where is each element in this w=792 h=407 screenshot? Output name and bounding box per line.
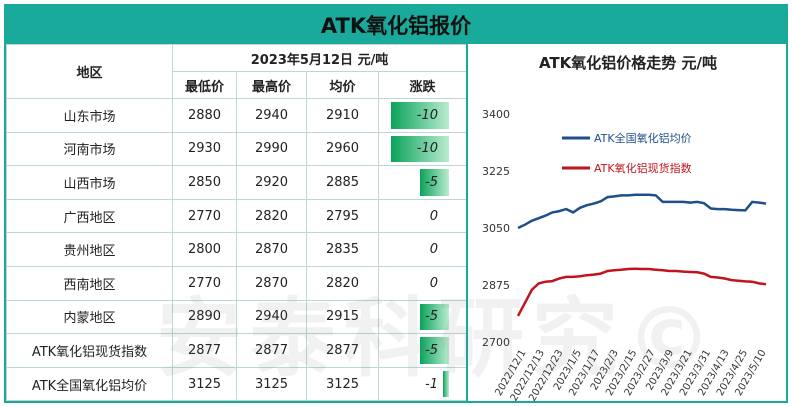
low-price-cell: 2880 xyxy=(172,98,237,133)
avg-price-cell: 2835 xyxy=(306,232,379,267)
avg-price-header: 均价 xyxy=(306,71,379,99)
price-trend-chart: 340032253050287527002022/12/12022/12/132… xyxy=(482,108,769,403)
region-cell: ATK全国氧化铝均价 xyxy=(6,366,173,402)
table-row: 西南地区 2770 2870 2820 0 xyxy=(6,265,468,301)
avg-price-cell: 2910 xyxy=(306,98,379,133)
price-table-body: 山东市场 2880 2940 2910 -10 河南市场 2930 2990 2960 -10 山西… xyxy=(6,98,468,402)
region-cell: 山东市场 xyxy=(6,98,173,133)
avg-price-cell: 2877 xyxy=(306,333,379,368)
change-cell: -10 xyxy=(377,98,468,133)
y-tick-label: 3050 xyxy=(482,222,510,235)
legend-label: ATK全国氧化铝均价 xyxy=(594,131,692,145)
series-line-avg xyxy=(517,193,767,230)
price-table: 地区 2023年5月12日 元/吨 最低价 最高价 均价 涨跌 山东市场 2880… xyxy=(6,44,468,402)
avg-price-cell: 2820 xyxy=(306,265,379,301)
change-cell: -1 xyxy=(377,366,468,402)
high-price-cell: 3125 xyxy=(236,366,307,402)
region-cell: 贵州地区 xyxy=(6,232,173,267)
high-price-cell: 2920 xyxy=(236,165,307,200)
high-price-header: 最高价 xyxy=(236,71,307,99)
legend-label: ATK氧化铝现货指数 xyxy=(594,161,692,175)
change-cell: -5 xyxy=(377,333,468,368)
region-cell: 山西市场 xyxy=(6,165,173,200)
change-cell: 0 xyxy=(377,198,468,234)
report-title: ATK氧化铝报价 xyxy=(320,14,472,38)
change-bar xyxy=(420,303,449,331)
avg-price-cell: 2795 xyxy=(306,198,379,234)
low-price-cell: 2770 xyxy=(172,265,237,301)
table-row: 山西市场 2850 2920 2885 -5 xyxy=(6,165,468,200)
price-report-panel: ATK氧化铝报价 地区 2023年5月12日 元/吨 最低价 最高价 均价 涨跌… xyxy=(4,4,788,403)
region-header: 地区 xyxy=(6,44,173,99)
region-cell: 内蒙地区 xyxy=(6,299,173,335)
high-price-cell: 2990 xyxy=(236,131,307,167)
change-cell: -10 xyxy=(377,131,468,167)
low-price-cell: 2770 xyxy=(172,198,237,234)
low-price-cell: 2930 xyxy=(172,131,237,167)
low-price-cell: 3125 xyxy=(172,366,237,402)
avg-price-cell: 2885 xyxy=(306,165,379,200)
date-header: 2023年5月12日 元/吨 xyxy=(171,44,468,72)
change-value: 0 xyxy=(429,275,439,291)
low-price-cell: 2800 xyxy=(172,232,237,267)
change-bar xyxy=(391,135,449,163)
high-price-cell: 2940 xyxy=(236,98,307,133)
change-value: -10 xyxy=(416,107,439,123)
change-bar xyxy=(420,337,449,364)
change-cell: -5 xyxy=(377,165,468,200)
change-value: 0 xyxy=(429,208,439,224)
price-trend-chart-panel: ATK氧化铝价格走势 元/吨 3400 3225 3050 2875 2700 2022/… xyxy=(466,44,786,403)
y-tick-label: 3225 xyxy=(482,165,510,178)
avg-price-cell: 2960 xyxy=(306,131,379,167)
low-price-cell: 2850 xyxy=(172,165,237,200)
region-cell: 西南地区 xyxy=(6,265,173,301)
change-value: -5 xyxy=(425,174,439,190)
change-value: 0 xyxy=(429,242,439,258)
y-tick-label: 2700 xyxy=(482,336,510,349)
table-row: 山东市场 2880 2940 2910 -10 xyxy=(6,98,468,133)
change-bar xyxy=(391,102,449,129)
report-title-bar: ATK氧化铝报价 xyxy=(6,6,786,44)
change-bar xyxy=(443,370,449,398)
table-row: 广西地区 2770 2820 2795 0 xyxy=(6,198,468,234)
avg-price-cell: 3125 xyxy=(306,366,379,402)
high-price-cell: 2870 xyxy=(236,265,307,301)
high-price-cell: 2877 xyxy=(236,333,307,368)
change-header: 涨跌 xyxy=(377,71,468,99)
y-tick-label: 3400 xyxy=(482,108,510,121)
chart-title: ATK氧化铝价格走势 元/吨 xyxy=(538,54,717,72)
change-bar xyxy=(420,169,449,196)
change-cell: 0 xyxy=(377,232,468,267)
price-table-section: 地区 2023年5月12日 元/吨 最低价 最高价 均价 涨跌 山东市场 2880… xyxy=(6,44,468,402)
region-cell: 广西地区 xyxy=(6,198,173,234)
region-cell: 河南市场 xyxy=(6,131,173,167)
table-row: 内蒙地区 2890 2940 2915 -5 xyxy=(6,299,468,335)
table-row: 贵州地区 2800 2870 2835 0 xyxy=(6,232,468,267)
change-cell: 0 xyxy=(377,265,468,301)
low-price-cell: 2890 xyxy=(172,299,237,335)
series-line-index xyxy=(516,267,767,317)
table-row: ATK全国氧化铝均价 3125 3125 3125 -1 xyxy=(6,366,468,402)
y-tick-label: 2875 xyxy=(482,279,510,292)
low-price-cell: 2877 xyxy=(172,333,237,368)
change-value: -5 xyxy=(425,309,439,325)
change-value: -10 xyxy=(416,141,439,157)
change-value: -5 xyxy=(425,342,439,358)
table-row: ATK氧化铝现货指数 2877 2877 2877 -5 xyxy=(6,333,468,368)
region-cell: ATK氧化铝现货指数 xyxy=(6,333,173,368)
change-value: -1 xyxy=(425,376,439,392)
change-cell: -5 xyxy=(377,299,468,335)
high-price-cell: 2940 xyxy=(236,299,307,335)
low-price-header: 最低价 xyxy=(172,71,237,99)
high-price-cell: 2870 xyxy=(236,232,307,267)
avg-price-cell: 2915 xyxy=(306,299,379,335)
table-row: 河南市场 2930 2990 2960 -10 xyxy=(6,131,468,167)
high-price-cell: 2820 xyxy=(236,198,307,234)
